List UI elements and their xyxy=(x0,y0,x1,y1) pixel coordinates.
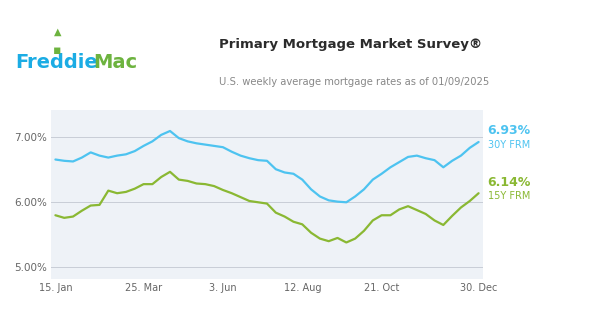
Text: ▲: ▲ xyxy=(54,26,61,37)
Text: 15Y FRM: 15Y FRM xyxy=(488,192,530,201)
Text: Freddie: Freddie xyxy=(15,54,98,72)
Text: 6.14%: 6.14% xyxy=(488,176,531,189)
Text: ▪: ▪ xyxy=(53,44,62,57)
Text: 30Y FRM: 30Y FRM xyxy=(488,140,530,150)
Text: U.S. weekly average mortgage rates as of 01/09/2025: U.S. weekly average mortgage rates as of… xyxy=(219,77,489,87)
Text: 6.93%: 6.93% xyxy=(488,124,531,137)
Text: Primary Mortgage Market Survey®: Primary Mortgage Market Survey® xyxy=(219,37,482,51)
Text: Mac: Mac xyxy=(93,54,137,72)
